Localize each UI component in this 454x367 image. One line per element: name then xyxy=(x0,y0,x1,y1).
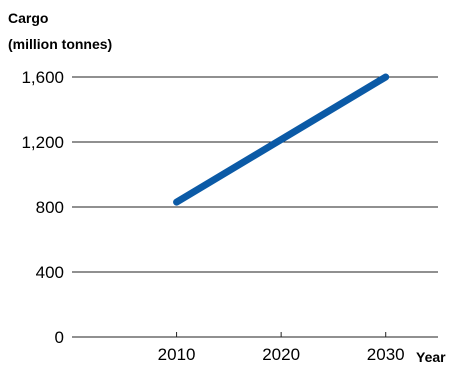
y-tick-labels: 0 400 800 1,200 1,600 xyxy=(21,68,64,347)
y-tick-label: 0 xyxy=(55,328,64,347)
y-tick-label: 400 xyxy=(36,263,64,282)
series-layer xyxy=(173,73,390,206)
series-line xyxy=(173,73,390,206)
y-tick-label: 1,200 xyxy=(21,133,64,152)
y-tick-label: 1,600 xyxy=(21,68,64,87)
x-tick-labels: 2010 2020 2030 xyxy=(158,332,405,364)
gridlines xyxy=(72,76,438,338)
x-axis-title: Year xyxy=(416,349,446,365)
x-tick-label: 2020 xyxy=(262,345,300,364)
x-tick-label: 2030 xyxy=(367,345,405,364)
y-axis-title-line2: (million tonnes) xyxy=(8,36,112,52)
y-tick-label: 800 xyxy=(36,198,64,217)
y-axis-title-line1: Cargo xyxy=(8,10,48,26)
x-tick-label: 2010 xyxy=(158,345,196,364)
